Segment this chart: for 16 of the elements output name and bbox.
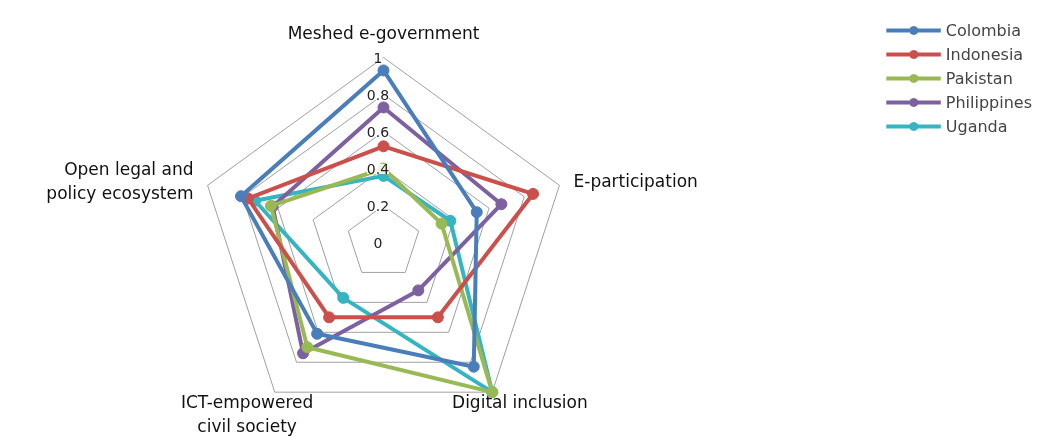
legend-label: Uganda [945,116,1008,136]
spoke-label: Open legal and policy ecosystem [46,158,194,203]
legend-label: Colombia [945,20,1021,40]
spoke-label: Digital inclusion [452,392,588,413]
y-tick-label: 0.2 [366,198,390,215]
y-tick-label: 1 [373,50,383,67]
y-tick-label: 0.8 [366,87,390,104]
legend-label: Indonesia [945,44,1024,64]
y-tick-label: 0.4 [366,161,390,178]
y-tick-label: 0 [373,235,383,252]
y-tick-label: 0.6 [366,124,390,141]
legend-label: Pakistan [945,68,1013,88]
spoke-label: E-participation [573,170,698,191]
spoke-label: Meshed e-government [287,22,480,43]
spoke-label: ICT-empowered civil society [180,392,314,437]
legend-label: Philippines [945,92,1032,112]
